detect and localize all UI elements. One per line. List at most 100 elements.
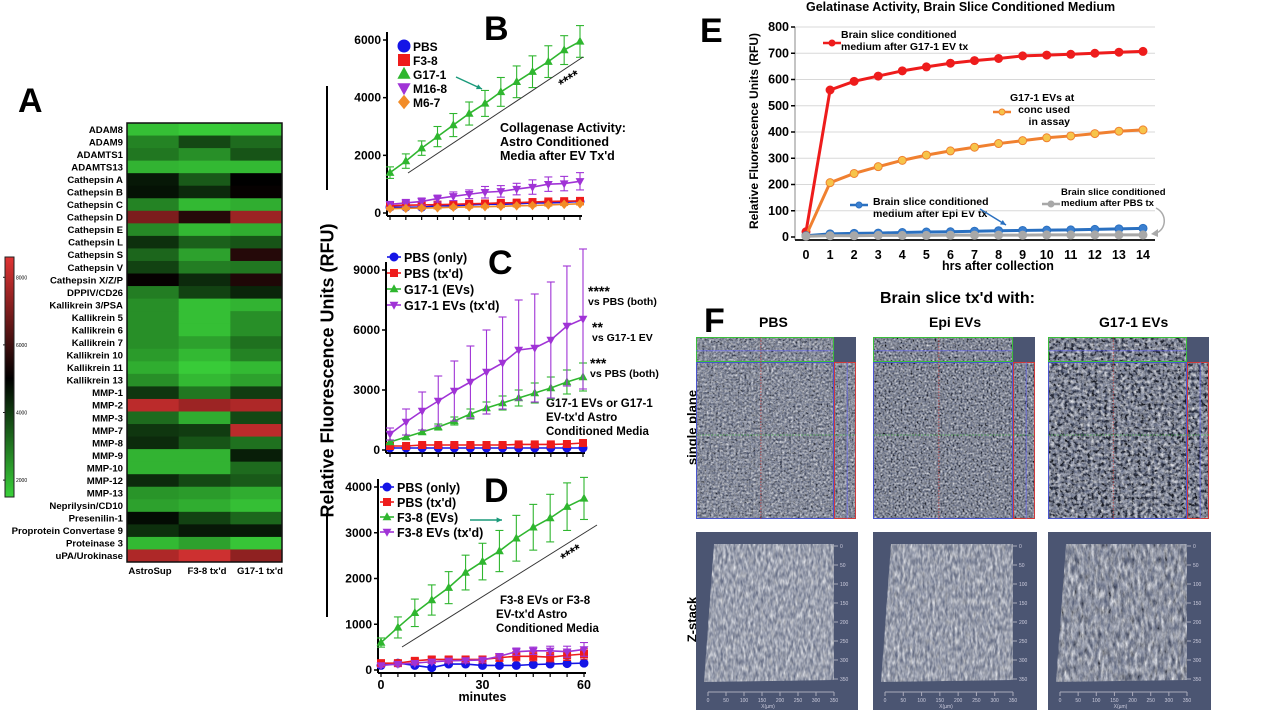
panel-label-a: A <box>18 82 43 120</box>
data-point <box>530 440 539 449</box>
legend-marker <box>397 83 411 96</box>
data-point <box>386 203 394 214</box>
data-point <box>511 533 521 542</box>
data-point <box>994 139 1004 149</box>
heatmap-cell <box>230 361 283 375</box>
e-y-tick-label: 300 <box>768 151 789 165</box>
heatmap-cell <box>178 223 231 237</box>
heatmap-cell <box>127 511 180 525</box>
heatmap-cell <box>178 235 231 249</box>
c-series-g17-1-evs-tx-d- <box>385 248 588 441</box>
e-pbs-arrow <box>1155 207 1165 234</box>
c-y-tick-label: 6000 <box>353 323 380 337</box>
heatmap-cell <box>178 135 231 149</box>
data-point <box>494 660 504 670</box>
heatmap-cell <box>127 449 180 463</box>
z-stack-y-tick-label: 300 <box>1019 658 1028 664</box>
z-stack-y-tick-label: 100 <box>840 582 849 588</box>
heatmap-cell <box>178 348 231 362</box>
e-x-tick-label: 13 <box>1112 248 1126 262</box>
panel-label-f: F <box>704 302 725 340</box>
data-point <box>873 230 883 240</box>
data-point <box>559 45 569 54</box>
heatmap-row-label: ADAM8 <box>89 125 124 136</box>
data-point <box>1138 46 1148 56</box>
heatmap-cell <box>127 474 180 488</box>
e-series-g17-1-evs-at-conc-used-in-assay <box>801 125 1148 241</box>
c-stat-stars: ** <box>592 319 603 335</box>
heatmap-row-label: Proprotein Convertase 9 <box>12 526 123 537</box>
f-z-stack-image-3: 0 50 100 150 200 250 300 350 0 50 100 150 200 250 300 3… <box>1048 532 1211 710</box>
heatmap-cell <box>127 248 180 262</box>
e-x-tick-label: 9 <box>1019 248 1026 262</box>
z-stack-y-tick-label: 250 <box>1019 639 1028 645</box>
c-annotation-line: EV-tx'd Astro <box>546 412 618 424</box>
data-point <box>444 657 454 666</box>
data-point <box>546 653 555 662</box>
heatmap-cell <box>178 148 231 162</box>
d-x-axis-label: minutes <box>459 690 507 704</box>
z-stack-x-tick-label: 250 <box>972 698 981 704</box>
d-series-f3-8-evs- <box>376 476 589 648</box>
colorbar-tick-label: 2000 <box>16 478 27 484</box>
y-label-bracket-top <box>326 86 328 190</box>
data-point <box>498 441 507 449</box>
data-point <box>433 203 442 213</box>
d-legend-label: F3-8 EVs (tx'd) <box>397 526 483 540</box>
heatmap-cell <box>230 148 283 162</box>
data-point <box>994 230 1004 240</box>
z-stack-x-tick-label: 350 <box>1183 698 1192 704</box>
legend-marker <box>390 269 398 277</box>
heatmap-cell <box>178 286 231 300</box>
heatmap-row-label: MMP-1 <box>92 388 124 399</box>
data-point <box>461 567 470 576</box>
z-stack-y-tick-label: 250 <box>1193 639 1202 645</box>
e-legend-line: Brain slice conditioned <box>873 196 989 208</box>
z-stack-x-tick-label: 250 <box>794 698 803 704</box>
e-legend-line: Brain slice conditioned <box>1061 187 1166 198</box>
data-point <box>511 648 521 657</box>
heatmap-row-label: MMP-2 <box>92 401 123 412</box>
heatmap-cell <box>127 336 180 350</box>
d-annotation-line: Conditioned Media <box>496 623 599 635</box>
heatmap-cell <box>127 323 180 337</box>
heatmap-row-label: MMP-7 <box>92 426 123 437</box>
c-legend-label: G17-1 EVs (tx'd) <box>404 299 499 313</box>
heatmap-cell <box>230 298 283 312</box>
heatmap-cell <box>127 373 180 387</box>
heatmap-cell <box>178 474 231 488</box>
data-point <box>562 440 571 448</box>
heatmap-cell <box>178 449 231 463</box>
heatmap-cell <box>178 311 231 325</box>
data-point <box>393 660 403 669</box>
heatmap-cell <box>230 235 283 249</box>
heatmap-cell <box>230 311 283 325</box>
b-annotation-line: Collagenase Activity: <box>500 121 626 135</box>
c-legend-label: PBS (tx'd) <box>404 267 463 281</box>
heatmap-cell <box>230 336 283 350</box>
data-point <box>512 77 522 86</box>
e-x-tick-label: 4 <box>899 248 906 262</box>
heatmap-cell <box>127 499 180 513</box>
data-point <box>579 646 589 655</box>
heatmap-cell <box>230 511 283 525</box>
colorbar <box>4 256 15 498</box>
data-point <box>385 430 395 439</box>
e-legend-line: G17-1 EVs at <box>1010 92 1075 104</box>
data-point <box>1066 49 1076 59</box>
data-point <box>921 62 931 72</box>
data-point <box>562 322 572 331</box>
e-x-tick-label: 1 <box>827 248 834 262</box>
heatmap-cell <box>230 424 283 438</box>
heatmap-cell <box>127 386 180 400</box>
z-stack-y-tick-label: 150 <box>1019 601 1028 607</box>
colorbar-tick-label: 8000 <box>16 275 27 281</box>
data-point <box>529 652 538 661</box>
data-point <box>576 198 584 209</box>
legend-marker <box>382 512 392 521</box>
z-stack-y-tick-label: 50 <box>1019 563 1025 569</box>
z-stack-y-tick-label: 50 <box>1193 563 1199 569</box>
e-y-tick-label: 600 <box>768 73 789 87</box>
legend-marker <box>382 482 392 492</box>
heatmap-cell <box>230 160 283 174</box>
